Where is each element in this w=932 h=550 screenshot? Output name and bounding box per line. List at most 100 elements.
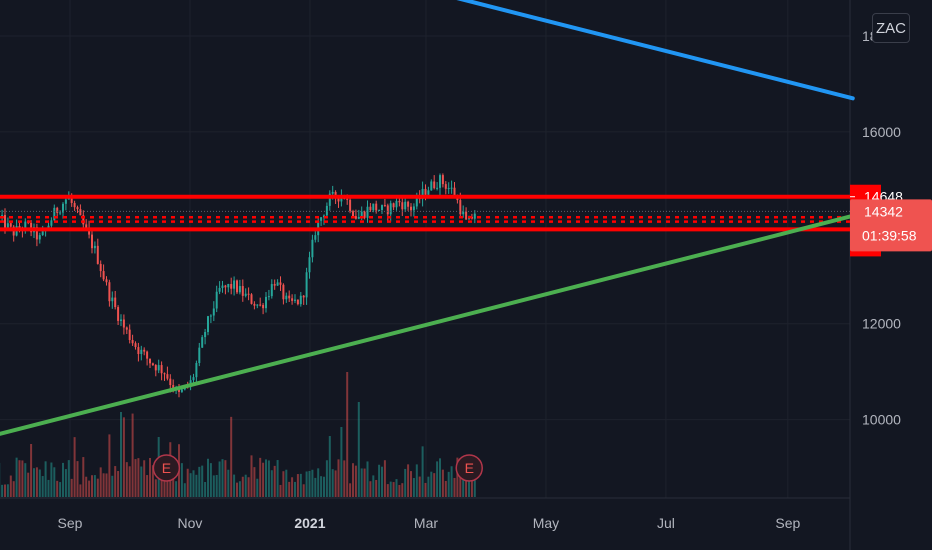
volume-bar xyxy=(305,471,308,497)
volume-bar xyxy=(111,475,114,497)
candle-body xyxy=(337,198,340,202)
candle-body xyxy=(131,340,134,344)
candle-body xyxy=(296,299,299,305)
volume-bar xyxy=(325,460,328,497)
candle-body xyxy=(41,231,44,236)
volume-bar xyxy=(183,483,186,497)
candle-body xyxy=(360,211,363,217)
volume-bar xyxy=(409,471,412,497)
volume-bar xyxy=(395,479,398,497)
candle-body xyxy=(9,223,12,227)
volume-bar xyxy=(70,478,73,497)
candle-body xyxy=(76,207,79,210)
volume-bar xyxy=(180,463,183,497)
volume-bar xyxy=(198,466,201,497)
candle-body xyxy=(64,199,67,204)
candle-body xyxy=(267,296,270,298)
volume-bar xyxy=(85,476,88,497)
candle-body xyxy=(288,295,291,299)
candle-body xyxy=(163,373,166,375)
volume-bar xyxy=(340,427,343,497)
candle-body xyxy=(421,188,424,200)
candle-body xyxy=(50,220,53,226)
volume-bar xyxy=(404,468,407,497)
volume-bar xyxy=(285,469,288,497)
candle-body xyxy=(311,239,314,258)
candle-body xyxy=(305,272,308,298)
volume-bar xyxy=(302,484,305,497)
candle-body xyxy=(276,282,279,286)
candle-body xyxy=(389,203,392,215)
candle-body xyxy=(206,316,209,333)
candle-body xyxy=(154,365,157,371)
volume-bar xyxy=(56,480,59,497)
candle-body xyxy=(256,304,259,306)
volume-bar xyxy=(279,484,282,497)
time-axis-label: Sep xyxy=(58,515,83,531)
volume-bar xyxy=(473,480,476,497)
volume-bar xyxy=(93,475,96,497)
candle-body xyxy=(105,279,108,283)
volume-bar xyxy=(349,483,352,497)
volume-bar xyxy=(467,479,470,497)
volume-bar xyxy=(119,412,122,497)
candle-body xyxy=(108,282,111,302)
candle-body xyxy=(125,327,128,330)
volume-bar xyxy=(459,476,462,497)
volume-bar xyxy=(235,482,238,497)
volume-bar xyxy=(372,475,375,497)
candle-body xyxy=(436,187,439,189)
volume-bar xyxy=(247,477,250,497)
candle-body xyxy=(398,200,401,203)
earnings-marker[interactable] xyxy=(455,454,483,482)
candle-body xyxy=(415,196,418,207)
candle-body xyxy=(209,315,212,317)
currency-button[interactable]: ZAC xyxy=(872,13,910,43)
candle-body xyxy=(473,213,476,219)
volume-bar xyxy=(102,473,105,497)
volume-bar xyxy=(64,469,67,497)
volume-bar xyxy=(282,471,285,497)
price-axis-label: 16000 xyxy=(862,124,901,140)
candle-body xyxy=(349,199,352,212)
volume-bar xyxy=(334,470,337,497)
volume-bar xyxy=(189,473,192,497)
volume-bar xyxy=(201,465,204,497)
candle-body xyxy=(392,203,395,208)
time-axis-label: Nov xyxy=(178,515,203,531)
volume-bar xyxy=(90,475,93,497)
candle-body xyxy=(328,193,331,206)
candle-body xyxy=(386,205,389,215)
candle-body xyxy=(354,216,357,219)
candle-body xyxy=(369,206,372,211)
volume-bar xyxy=(241,476,244,497)
candle-body xyxy=(302,295,305,298)
candle-body xyxy=(204,332,207,338)
volume-bar xyxy=(407,464,410,497)
earnings-marker[interactable] xyxy=(152,454,181,482)
candle-body xyxy=(320,217,323,221)
volume-bar xyxy=(357,402,360,497)
candle-body xyxy=(102,271,105,280)
uptrend-trendline xyxy=(0,213,855,436)
candle-body xyxy=(346,198,349,200)
candle-body xyxy=(47,225,50,229)
volume-bar xyxy=(204,481,207,497)
candle-body xyxy=(383,205,386,207)
volume-bar xyxy=(430,471,433,497)
candle-body xyxy=(357,216,360,219)
volume-bar xyxy=(160,473,163,497)
candle-body xyxy=(238,286,241,293)
candle-body xyxy=(93,245,96,249)
candle-body xyxy=(160,365,163,374)
candle-body xyxy=(195,363,198,378)
volume-bar xyxy=(441,469,444,497)
volume-bar xyxy=(206,458,209,497)
volume-bar xyxy=(299,473,302,497)
candle-body xyxy=(235,280,238,293)
candle-body xyxy=(372,203,375,211)
price-tags: 1464813968136541434201:39:58 xyxy=(850,184,932,257)
candle-body xyxy=(35,227,38,240)
candle-body xyxy=(192,377,195,381)
